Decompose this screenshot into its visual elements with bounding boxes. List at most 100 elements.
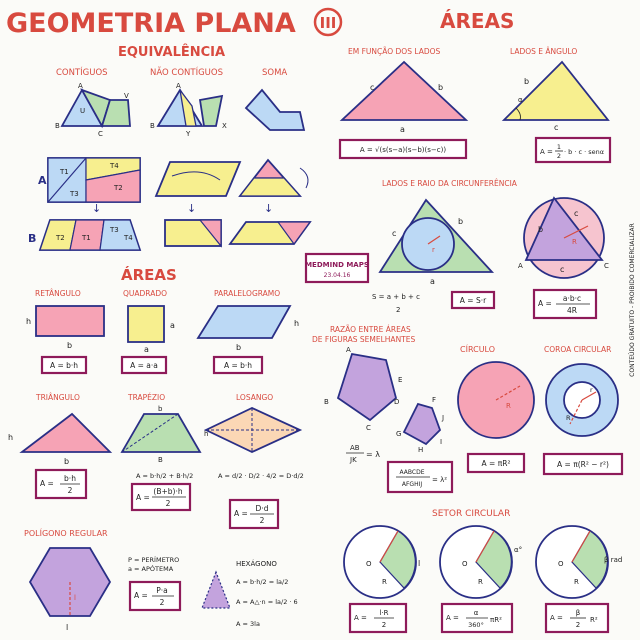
- svg-text:O: O: [366, 560, 372, 568]
- svg-text:b: b: [524, 77, 529, 86]
- svg-text:F: F: [432, 396, 436, 404]
- svg-text:2: 2: [160, 598, 165, 607]
- row-a-label: A: [38, 174, 47, 187]
- svg-text:l: l: [74, 594, 76, 602]
- svg-text:A: A: [346, 346, 351, 354]
- apotema-def: a = APÓTEMA: [128, 564, 174, 573]
- svg-text:l: l: [66, 623, 68, 632]
- svg-text:↓: ↓: [264, 202, 273, 215]
- circunferencia-label: LADOS E RAIO DA CIRCUNFERÊNCIA: [382, 179, 518, 188]
- circulo-label: CÍRCULO: [460, 343, 495, 354]
- svg-text:T1: T1: [59, 168, 69, 176]
- svg-text:A: A: [518, 262, 523, 270]
- svg-text:X: X: [222, 122, 227, 130]
- svg-text:A =: A =: [550, 614, 563, 622]
- svg-text:R: R: [478, 578, 483, 586]
- svg-text:b: b: [438, 83, 443, 92]
- svg-text:O: O: [462, 560, 468, 568]
- svg-text:A =: A =: [134, 591, 148, 600]
- svg-text:2: 2: [166, 499, 171, 508]
- svg-text:C: C: [366, 424, 371, 432]
- quadrado-label: QUADRADO: [123, 289, 167, 298]
- svg-text:R: R: [382, 578, 387, 586]
- svg-text:2: 2: [68, 486, 73, 495]
- svg-text:A =: A =: [538, 299, 552, 308]
- svg-text:I: I: [440, 438, 442, 446]
- svg-text:l·R: l·R: [379, 609, 388, 617]
- svg-text:J: J: [441, 414, 444, 422]
- svg-text:JK: JK: [349, 456, 357, 464]
- svg-text:a: a: [144, 345, 149, 354]
- areas-heading: ÁREAS: [121, 265, 177, 284]
- svg-text:A =: A =: [234, 509, 248, 518]
- setor-label: SETOR CIRCULAR: [432, 509, 510, 519]
- svg-text:T4: T4: [123, 234, 133, 242]
- svg-text:b: b: [458, 217, 463, 226]
- svg-text:A: A: [78, 82, 83, 90]
- svg-text:2: 2: [260, 516, 265, 525]
- svg-text:h: h: [26, 317, 31, 326]
- quadrado-formula: A = a·a: [130, 361, 158, 370]
- stamp-line2: 23.04.16: [324, 272, 351, 279]
- coroa-label: COROA CIRCULAR: [544, 345, 611, 354]
- svg-text:a·b·c: a·b·c: [563, 294, 581, 303]
- inscrita-formula-box: [450, 290, 496, 310]
- triangulo-shape: [19, 412, 113, 453]
- svg-text:T2: T2: [55, 234, 65, 242]
- svg-text:c: c: [370, 83, 374, 92]
- svg-text:O: O: [558, 560, 564, 568]
- nao-contiguos-label: NÃO CONTÍGUOS: [150, 66, 223, 78]
- svg-text:A = b·h/2 = la/2: A = b·h/2 = la/2: [236, 578, 288, 586]
- row-b-parallelogram: T2 T1 T3 T4: [38, 219, 142, 251]
- svg-text:l: l: [418, 559, 420, 568]
- lados-angulo-formula-box: [534, 136, 612, 164]
- svg-text:A = πR²: A = πR²: [482, 459, 511, 468]
- paralelogramo-label: PARALELOGRAMO: [214, 289, 280, 298]
- row-a-rectangle: T1 T4 T2 T3: [47, 157, 141, 203]
- triangle-to-parallelogram: ↓: [228, 158, 312, 246]
- svg-text:A =: A =: [136, 493, 150, 502]
- lados-angulo-triangle: [501, 60, 610, 121]
- svg-text:h: h: [8, 433, 13, 442]
- svg-text:D·d: D·d: [256, 504, 269, 513]
- circumscribed-triangle: [524, 196, 604, 261]
- svg-text:2: 2: [382, 621, 386, 629]
- lados-angulo-label: LADOS E ÂNGULO: [510, 47, 577, 56]
- circulo-formula-box: [466, 452, 526, 474]
- svg-text:A = A△·n = la/2 · 6: A = A△·n = la/2 · 6: [236, 598, 298, 606]
- svg-text:(B+b)·h: (B+b)·h: [153, 487, 182, 496]
- svg-text:β: β: [576, 609, 580, 617]
- paralelogramo-to-rectangle: ↓: [154, 161, 242, 248]
- svg-text:B: B: [55, 122, 60, 130]
- row-b-label: B: [28, 232, 36, 245]
- svg-text:h: h: [294, 319, 299, 328]
- triangulo-label: TRIÂNGULO: [35, 393, 80, 402]
- svg-text:A =: A =: [354, 614, 367, 622]
- paralelogramo-shape: [196, 305, 292, 339]
- hex-triangle: [201, 570, 231, 609]
- svg-text:b: b: [67, 341, 72, 350]
- funcao-lados-label: EM FUNÇÃO DOS LADOS: [348, 47, 441, 56]
- svg-text:α: α: [474, 609, 479, 617]
- svg-text:r: r: [432, 246, 435, 254]
- svg-text:D: D: [394, 398, 399, 406]
- nao-contiguos-figure: A B X Y: [150, 82, 227, 138]
- svg-text:T3: T3: [69, 190, 79, 198]
- svg-text:A = 3la: A = 3la: [236, 620, 260, 628]
- side-note: CONTEÚDO GRATUITO - PROIBIDO COMERCIALIZ…: [629, 223, 636, 377]
- svg-text:πR²: πR²: [490, 616, 502, 624]
- svg-text:2: 2: [557, 152, 561, 160]
- razao-label-2: DE FIGURAS SEMELHANTES: [312, 335, 415, 344]
- svg-text:R: R: [566, 414, 571, 422]
- svg-text:2: 2: [576, 621, 580, 629]
- semi-perimeter-top: S = a + b + c: [372, 293, 420, 301]
- svg-text:α: α: [518, 96, 523, 104]
- perimetro-def: P = PERÍMETRO: [128, 555, 179, 564]
- svg-text:R: R: [506, 402, 511, 410]
- svg-text:AABCDE: AABCDE: [400, 469, 425, 476]
- part-badge: [313, 7, 343, 37]
- setor-2: O R α°: [439, 525, 522, 599]
- svg-text:A = π(R² − r²): A = π(R² − r²): [557, 460, 609, 469]
- losango-label: LOSANGO: [236, 393, 273, 402]
